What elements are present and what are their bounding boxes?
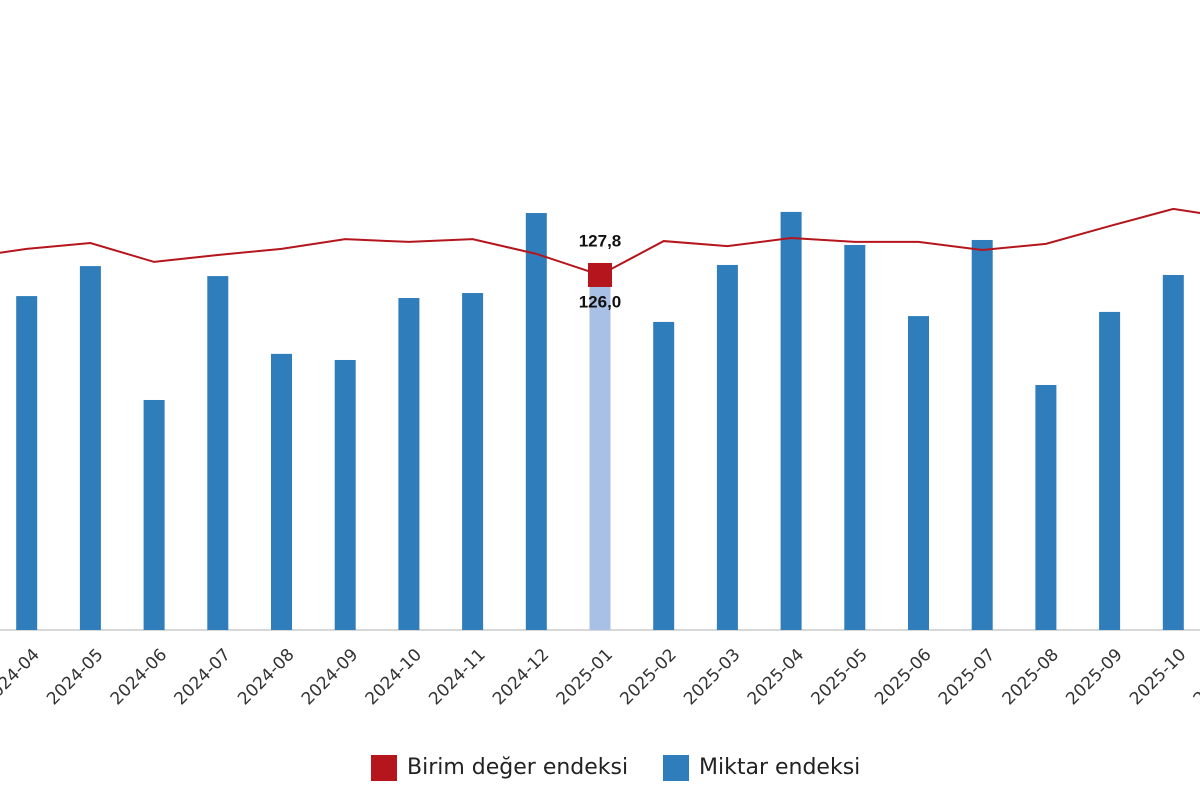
bar xyxy=(271,353,292,630)
legend-label: Birim değer endeksi xyxy=(407,755,628,780)
x-tick-label: 2024-07 xyxy=(171,645,235,709)
x-tick-label: 2024-10 xyxy=(362,645,426,709)
x-tick-label: 2025-08 xyxy=(999,645,1063,709)
bar xyxy=(525,213,547,630)
legend-swatch xyxy=(663,755,689,781)
x-tick-label: 2025-05 xyxy=(808,645,872,709)
x-tick-label: 2025-07 xyxy=(935,645,999,709)
data-label: 127,8 xyxy=(579,231,622,250)
bar xyxy=(971,239,993,630)
bar xyxy=(462,293,484,630)
x-tick-label: 2025-04 xyxy=(744,645,808,709)
x-tick-label: 2025-03 xyxy=(680,645,744,709)
x-tick-label: 2025-11 xyxy=(1190,645,1200,709)
data-label: 126,0 xyxy=(579,292,622,311)
legend-label: Miktar endeksi xyxy=(699,755,860,780)
bar xyxy=(143,399,165,630)
bar xyxy=(1099,311,1121,630)
bar xyxy=(653,321,675,630)
bar xyxy=(1035,384,1057,630)
bar xyxy=(1162,274,1184,630)
x-tick-label: 2024-11 xyxy=(425,645,489,709)
bar xyxy=(780,211,802,630)
bar xyxy=(589,279,611,630)
x-tick-label: 2025-01 xyxy=(553,645,617,709)
bar xyxy=(398,298,420,630)
x-tick-label: 2024-08 xyxy=(234,645,298,709)
bar xyxy=(207,276,229,630)
bar xyxy=(16,296,38,630)
x-tick-label: 2024-05 xyxy=(43,645,107,709)
x-tick-label: 2025-02 xyxy=(616,645,680,709)
x-tick-label: 2025-10 xyxy=(1126,645,1190,709)
x-tick-label: 2024-09 xyxy=(298,645,362,709)
bar xyxy=(716,264,738,630)
bar xyxy=(844,244,866,631)
bar xyxy=(908,316,929,630)
legend-swatch xyxy=(371,755,397,781)
bar xyxy=(334,359,356,630)
x-tick-label: 2025-09 xyxy=(1062,645,1126,709)
x-tick-label: 2024-12 xyxy=(489,645,553,709)
highlight-marker xyxy=(588,262,612,287)
x-tick-label: 2024-04 xyxy=(0,645,44,709)
x-tick-label: 2025-06 xyxy=(871,645,935,709)
x-tick-label: 2024-06 xyxy=(107,645,171,709)
bar xyxy=(79,266,101,630)
